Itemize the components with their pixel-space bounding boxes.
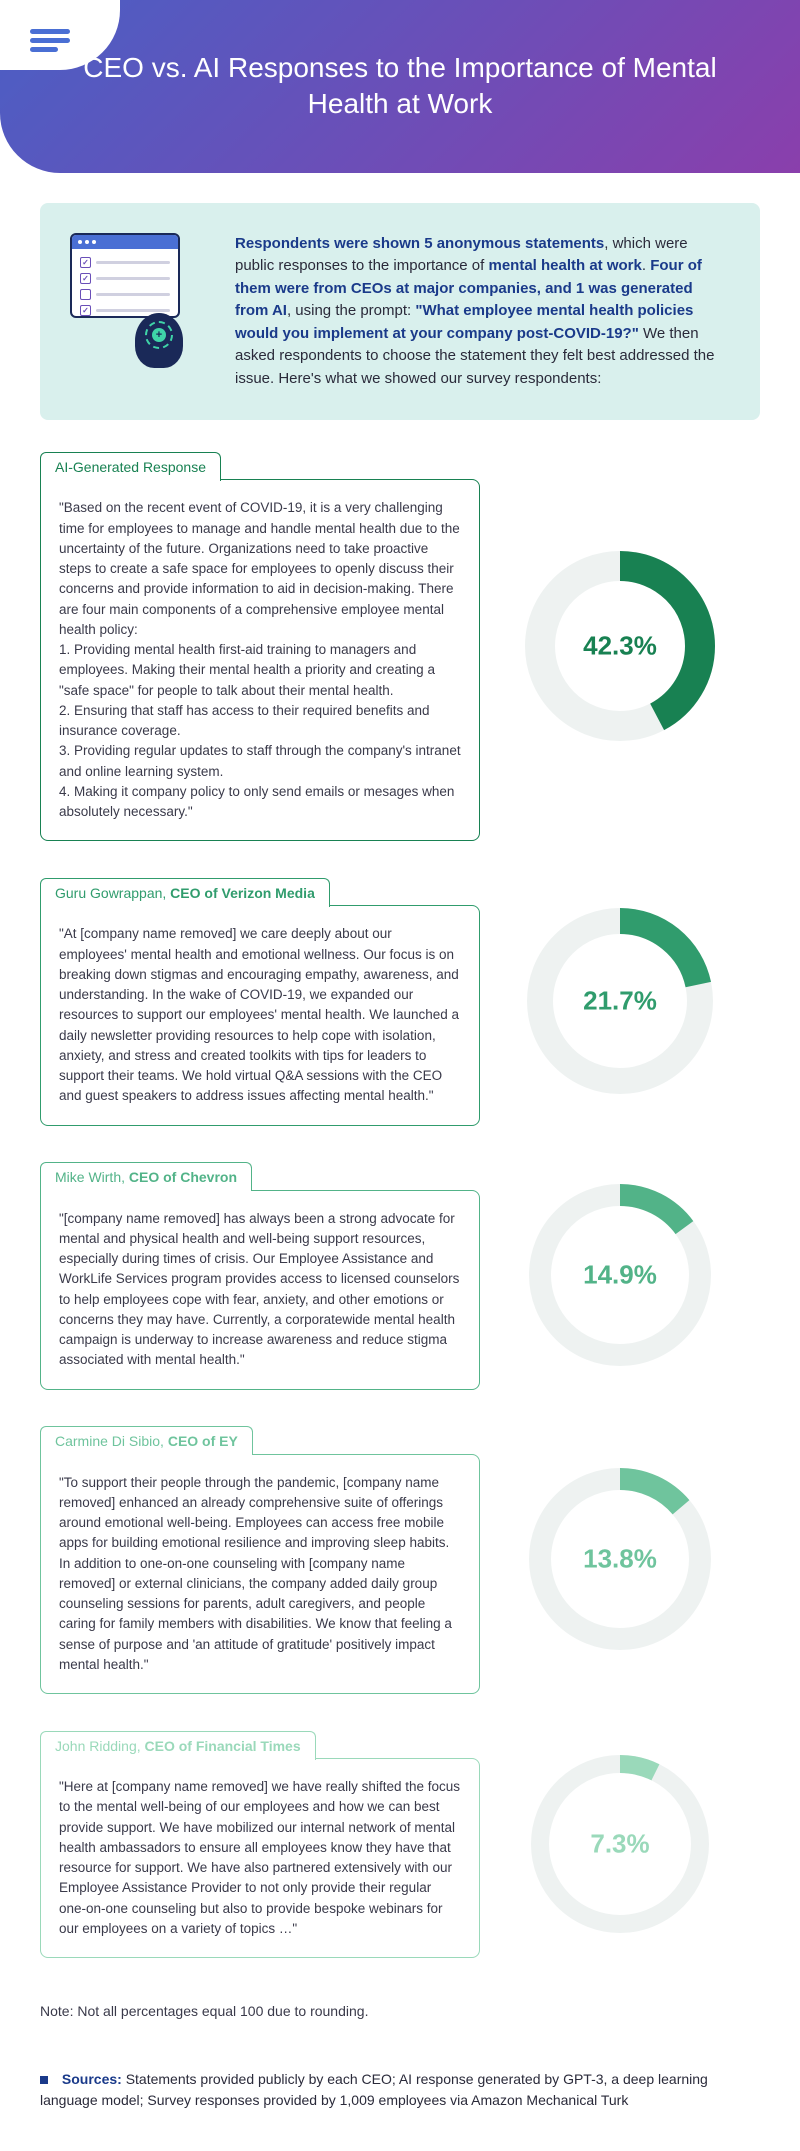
sources-text: Statements provided publicly by each CEO… [40,2071,708,2108]
intro-t2: . [642,257,650,274]
intro-bold2: mental health at work [488,257,641,274]
sources: Sources: Statements provided publicly by… [0,2049,800,2151]
donut-chart: 21.7% [510,891,730,1111]
card-label: John Ridding, CEO of Financial Times [40,1731,316,1760]
ai-head-icon: + [135,313,190,373]
sources-label: Sources: [62,2071,122,2087]
intro-illustration: + [70,233,210,373]
bullet-icon [40,2076,48,2084]
intro-box: + Respondents were shown 5 anonymous sta… [40,203,760,421]
browser-window-icon [70,233,180,318]
card-body: "To support their people through the pan… [40,1454,480,1695]
donut-chart: 13.8% [510,1449,730,1669]
card-body: "Based on the recent event of COVID-19, … [40,479,480,841]
response-card: John Ridding, CEO of Financial Times"Her… [40,1729,760,1958]
donut-percentage: 21.7% [583,985,657,1016]
response-card: Guru Gowrappan, CEO of Verizon Media"At … [40,876,760,1125]
donut-chart: 42.3% [510,536,730,756]
hamburger-icon [30,25,70,56]
donut-percentage: 7.3% [590,1828,649,1859]
cards-container: AI-Generated Response"Based on the recen… [0,450,800,1958]
card-label: AI-Generated Response [40,452,221,481]
donut-chart: 7.3% [510,1734,730,1954]
card-label: Mike Wirth, CEO of Chevron [40,1162,252,1191]
header: CEO vs. AI Responses to the Importance o… [0,0,800,173]
page-title: CEO vs. AI Responses to the Importance o… [60,50,740,123]
intro-t3: , using the prompt: [287,302,415,319]
card-label: Guru Gowrappan, CEO of Verizon Media [40,878,330,907]
intro-text: Respondents were shown 5 anonymous state… [235,233,730,391]
response-card: Carmine Di Sibio, CEO of EY"To support t… [40,1425,760,1695]
card-body: "Here at [company name removed] we have … [40,1758,480,1958]
intro-bold1: Respondents were shown 5 anonymous state… [235,235,604,252]
response-card: AI-Generated Response"Based on the recen… [40,450,760,841]
card-body: "[company name removed] has always been … [40,1190,480,1390]
footnote: Note: Not all percentages equal 100 due … [0,1993,800,2049]
donut-percentage: 13.8% [583,1544,657,1575]
response-card: Mike Wirth, CEO of Chevron"[company name… [40,1161,760,1390]
card-body: "At [company name removed] we care deepl… [40,905,480,1125]
donut-chart: 14.9% [510,1165,730,1385]
donut-percentage: 14.9% [583,1260,657,1291]
card-label: Carmine Di Sibio, CEO of EY [40,1426,253,1455]
donut-percentage: 42.3% [583,630,657,661]
